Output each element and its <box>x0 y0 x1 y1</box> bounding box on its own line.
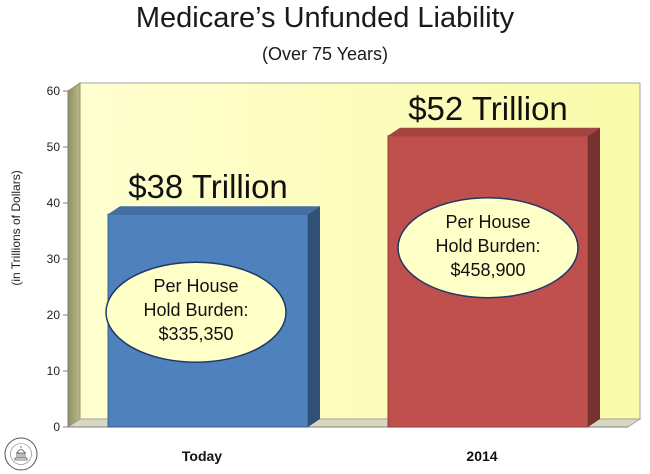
burden-callout <box>397 197 579 299</box>
chart-title: Medicare’s Unfunded Liability <box>135 2 515 34</box>
bar-data-label: $38 Trillion <box>128 168 288 205</box>
y-axis-label: (in Trillions of Dollars) <box>9 170 23 285</box>
y-tick-label: 40 <box>47 196 61 210</box>
y-tick-label: 10 <box>47 364 61 378</box>
burden-callout <box>105 261 287 363</box>
y-tick-label: 50 <box>47 140 61 154</box>
burden-callout-line: $335,350 <box>158 324 233 344</box>
bar-side-face <box>308 206 320 427</box>
burden-callout-line: Per House <box>153 276 238 296</box>
x-category-label: 2014 <box>466 448 497 464</box>
burden-callout-line: Per House <box>445 212 530 232</box>
y-tick-label: 60 <box>47 84 61 98</box>
bar-side-face <box>588 127 600 428</box>
plot-side-wall <box>67 82 81 428</box>
burden-callout-line: Hold Burden: <box>435 236 540 256</box>
burden-callout-line: Hold Burden: <box>143 300 248 320</box>
bar-data-label: $52 Trillion <box>408 90 568 127</box>
x-category-label: Today <box>182 448 222 464</box>
house-budget-committee-seal <box>4 437 38 471</box>
y-tick-label: 30 <box>47 252 61 266</box>
burden-callout-line: $458,900 <box>450 260 525 280</box>
y-tick-label: 20 <box>47 308 61 322</box>
bar-top-face <box>108 206 320 215</box>
chart-subtitle: (Over 75 Years) <box>261 44 389 64</box>
bar-top-face <box>388 127 600 136</box>
y-tick-label: 0 <box>53 420 60 434</box>
